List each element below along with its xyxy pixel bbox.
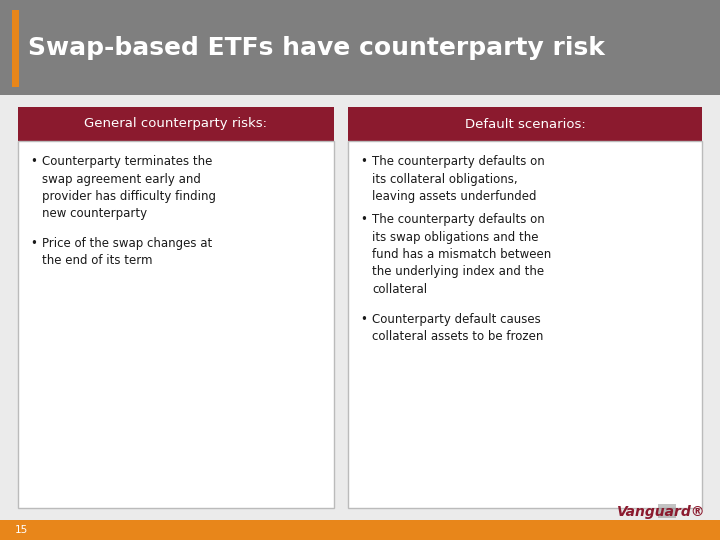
Text: The counterparty defaults on
its swap obligations and the
fund has a mismatch be: The counterparty defaults on its swap ob… bbox=[372, 213, 552, 296]
Bar bbox=[0, 0, 720, 95]
Text: Counterparty default causes
collateral assets to be frozen: Counterparty default causes collateral a… bbox=[372, 313, 544, 343]
Bar bbox=[12, 10, 19, 87]
Text: Default scenarios:: Default scenarios: bbox=[464, 118, 585, 131]
Text: Price of the swap changes at
the end of its term: Price of the swap changes at the end of … bbox=[42, 237, 212, 267]
Bar bbox=[658, 504, 676, 518]
Bar bbox=[0, 520, 720, 540]
Text: •: • bbox=[360, 213, 367, 226]
Text: The counterparty defaults on
its collateral obligations,
leaving assets underfun: The counterparty defaults on its collate… bbox=[372, 155, 545, 203]
Text: •: • bbox=[360, 155, 367, 168]
Bar bbox=[18, 107, 334, 141]
Text: •: • bbox=[360, 313, 367, 326]
Bar bbox=[348, 107, 702, 141]
Text: •: • bbox=[30, 237, 37, 250]
Text: •: • bbox=[30, 155, 37, 168]
Text: Vanguard®: Vanguard® bbox=[617, 505, 706, 519]
Text: Counterparty terminates the
swap agreement early and
provider has difficulty fin: Counterparty terminates the swap agreeme… bbox=[42, 155, 216, 220]
Text: General counterparty risks:: General counterparty risks: bbox=[84, 118, 268, 131]
Text: 15: 15 bbox=[15, 525, 28, 535]
Bar bbox=[348, 141, 702, 508]
Bar bbox=[0, 95, 720, 520]
Text: Swap-based ETFs have counterparty risk: Swap-based ETFs have counterparty risk bbox=[28, 36, 605, 59]
Bar bbox=[18, 141, 334, 508]
